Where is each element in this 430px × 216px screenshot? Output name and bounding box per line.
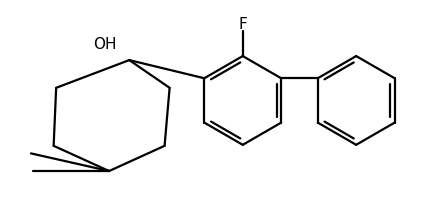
Text: OH: OH [93,37,117,52]
Text: F: F [238,17,247,32]
